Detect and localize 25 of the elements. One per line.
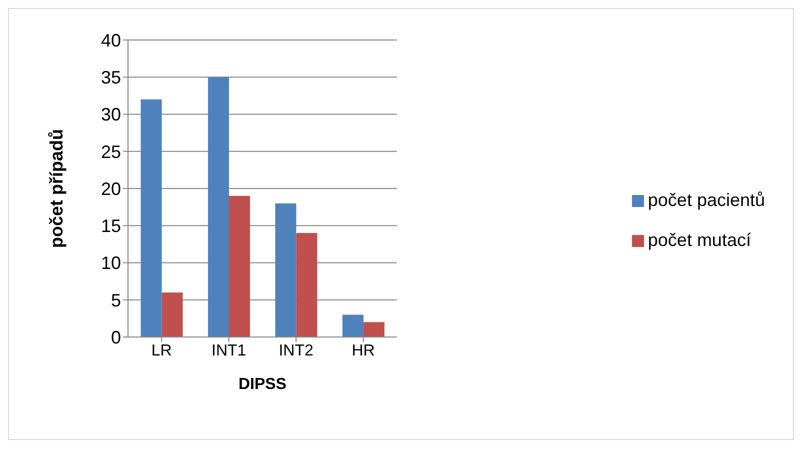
y-axis-title: počet případů <box>46 128 66 248</box>
bar <box>208 77 229 337</box>
bar <box>140 99 162 337</box>
bar <box>229 196 250 337</box>
y-tick-label: 25 <box>100 142 121 162</box>
x-tick-label: INT1 <box>212 342 246 360</box>
y-tick-label: 10 <box>100 253 121 274</box>
bar <box>363 322 384 337</box>
bar <box>162 292 183 337</box>
y-tick-label: 40 <box>100 30 121 50</box>
x-tick-label: INT2 <box>278 342 314 360</box>
legend-label: počet pacientů <box>648 190 765 210</box>
y-tick-label: 5 <box>110 290 121 310</box>
x-axis-title: DIPSS <box>238 376 287 393</box>
bar <box>342 314 364 337</box>
x-tick-label: LR <box>151 342 172 360</box>
x-tick-label: HR <box>352 342 375 360</box>
y-tick-label: 15 <box>100 216 121 236</box>
bar <box>296 233 318 337</box>
y-tick-label: 20 <box>100 178 121 199</box>
y-tick-label: 30 <box>100 104 121 125</box>
legend-label: počet mutací <box>648 230 751 250</box>
bar <box>275 203 296 337</box>
y-tick-label: 0 <box>110 327 121 348</box>
y-tick-label: 35 <box>100 68 121 88</box>
